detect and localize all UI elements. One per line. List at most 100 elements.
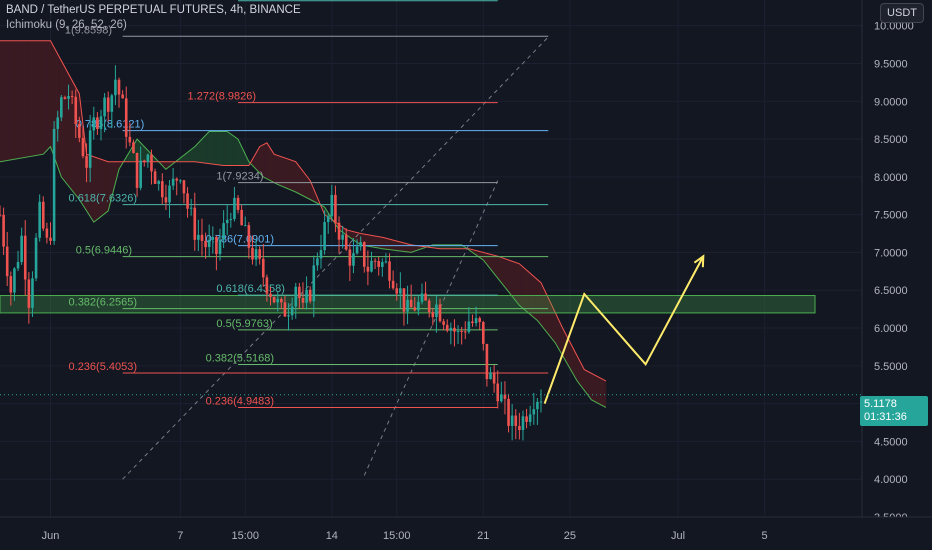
- candle-body: [114, 79, 117, 96]
- candle-body: [247, 225, 251, 248]
- candle-body: [240, 209, 243, 226]
- price-tick-label: 4.0000: [874, 474, 908, 486]
- candle-body: [121, 94, 124, 99]
- candle-body: [471, 321, 474, 324]
- candle-body: [146, 154, 150, 162]
- candle-body: [510, 415, 514, 426]
- candle-body: [197, 234, 200, 240]
- candle-body: [539, 401, 543, 403]
- fib-level-label: 0.5(5.9763): [216, 318, 272, 330]
- candle-body: [193, 207, 197, 240]
- candle-body: [233, 197, 236, 219]
- candles: [0, 65, 543, 441]
- fib-level-label: 0.618(7.6326): [69, 193, 137, 205]
- candle-body: [56, 117, 60, 129]
- fib-level-label: 1.618(10.3300): [180, 0, 255, 1]
- candle-body: [20, 235, 23, 262]
- currency-button[interactable]: USDT: [880, 3, 924, 23]
- time-tick-label: 15:00: [231, 530, 259, 542]
- candle-body: [366, 266, 370, 272]
- candle-body: [207, 239, 211, 248]
- candle-body: [67, 96, 70, 99]
- candle-body: [362, 242, 366, 267]
- candle-body: [294, 286, 298, 307]
- candle-body: [391, 280, 395, 289]
- candle-body: [496, 383, 500, 402]
- time-tick-label: 25: [564, 530, 576, 542]
- candle-body: [330, 194, 334, 217]
- candle-body: [312, 265, 316, 302]
- price-tick-label: 10.0000: [874, 21, 914, 33]
- candle-body: [525, 416, 528, 422]
- candle-body: [370, 260, 373, 272]
- candle-body: [463, 331, 467, 333]
- fib-level-label: 0.382(6.2565): [69, 297, 137, 309]
- candle-body: [518, 426, 521, 430]
- candle-body: [218, 239, 222, 255]
- candle-body: [384, 261, 388, 263]
- price-tick-label: 7.0000: [874, 247, 908, 259]
- candle-body: [251, 247, 254, 260]
- candle-body: [0, 214, 2, 216]
- price-tick-label: 4.5000: [874, 436, 908, 448]
- candle-body: [359, 242, 362, 247]
- candle-body: [507, 398, 510, 426]
- candle-body: [139, 160, 142, 188]
- price-tick-label: 6.5000: [874, 285, 908, 297]
- candle-body: [5, 246, 9, 277]
- fib-level-label: 0.236(4.9483): [206, 396, 275, 408]
- price-tick-label: 9.5000: [874, 58, 908, 70]
- candle-body: [254, 249, 258, 260]
- candle-body: [23, 235, 27, 280]
- candle-body: [164, 197, 168, 203]
- candle-body: [171, 178, 175, 186]
- candle-body: [308, 289, 312, 302]
- candle-body: [334, 194, 337, 223]
- fib-level-label: 0.618(6.4358): [216, 283, 285, 295]
- candle-body: [88, 130, 92, 168]
- candle-body: [290, 306, 294, 316]
- candle-body: [41, 201, 45, 229]
- projection-arrowhead: [693, 254, 705, 268]
- candle-body: [161, 181, 164, 198]
- candle-body: [52, 128, 56, 241]
- time-tick-label: 14: [326, 530, 338, 542]
- projection-path: [543, 254, 705, 404]
- candle-body: [153, 171, 157, 184]
- candle-body: [536, 401, 539, 410]
- candle-body: [409, 299, 413, 308]
- price-axis[interactable]: 10.0000 9.5000 9.0000 8.5000 8.0000 7.5000 7.0…: [861, 0, 932, 550]
- price-tick-label: 8.5000: [874, 134, 908, 146]
- candle-body: [13, 268, 16, 293]
- candle-body: [456, 331, 460, 333]
- candle-body: [503, 394, 507, 399]
- candle-body: [150, 154, 153, 172]
- candle-body: [355, 246, 359, 254]
- candle-body: [442, 321, 445, 325]
- candle-body: [189, 207, 193, 209]
- time-axis[interactable]: Jun 7 15:00 14 15:00 21 25 Jul 5: [0, 516, 932, 550]
- candle-body: [31, 278, 34, 308]
- candle-body: [402, 288, 406, 312]
- candle-body: [348, 249, 352, 266]
- candle-body: [283, 302, 287, 317]
- candle-body: [305, 289, 308, 303]
- candle-body: [344, 234, 348, 250]
- candle-body: [117, 79, 121, 95]
- indicator-legend[interactable]: Ichimoku (9, 26, 52, 26): [6, 19, 127, 31]
- fib-level-label: 1(9.8598): [65, 24, 112, 36]
- candle-body: [301, 298, 305, 303]
- last-price-value: 5.1178: [864, 398, 897, 410]
- price-tick-label: 9.0000: [874, 96, 908, 108]
- candle-body: [420, 293, 424, 302]
- candle-body: [110, 95, 114, 112]
- candle-body: [485, 343, 489, 380]
- candle-body: [319, 250, 323, 259]
- symbol-title[interactable]: BAND / TetherUS PERPETUAL FUTURES, 4h, B…: [6, 4, 301, 16]
- candle-body: [182, 180, 186, 194]
- candle-body: [381, 261, 384, 267]
- fib-level-label: 1(7.9234): [216, 171, 263, 183]
- candle-body: [96, 117, 99, 129]
